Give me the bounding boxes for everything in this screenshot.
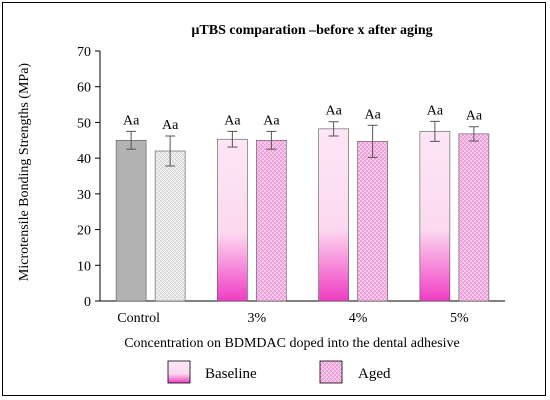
y-tick-label: 40 <box>77 152 91 167</box>
y-tick-label: 10 <box>77 259 91 274</box>
data-label: Aa <box>162 118 179 133</box>
bar-baseline-5pct <box>419 131 451 302</box>
legend: Baseline Aged <box>167 360 391 384</box>
y-tick-label: 70 <box>77 45 91 60</box>
bar-baseline-4pct <box>318 128 349 302</box>
bar-aged-5pct <box>458 133 490 302</box>
data-label: Aa <box>325 104 342 119</box>
chart-title: µTBS comparation –before x after aging <box>191 23 432 38</box>
bar-baseline-control <box>115 139 147 302</box>
bar-aged-control <box>154 150 186 302</box>
bar-baseline-3pct <box>217 138 248 302</box>
data-label: Aa <box>263 113 280 128</box>
data-label: Aa <box>364 107 381 122</box>
y-tick-label: 20 <box>77 224 91 239</box>
x-tick-label: 4% <box>349 311 368 326</box>
x-tick-label: Control <box>117 311 160 326</box>
legend-label-baseline: Baseline <box>205 366 257 382</box>
data-label: Aa <box>427 103 444 118</box>
legend-swatch-aged <box>319 360 343 384</box>
x-axis-label: Concentration on BDMDAC doped into the d… <box>124 336 460 351</box>
legend-label-aged: Aged <box>358 366 391 382</box>
bar-aged-3pct <box>256 139 287 302</box>
y-tick-label: 60 <box>77 81 91 96</box>
data-label: Aa <box>224 113 241 128</box>
bar-aged-4pct <box>357 141 388 302</box>
legend-swatch-baseline <box>167 360 191 384</box>
data-label: Aa <box>123 113 140 128</box>
y-tick-label: 50 <box>77 116 91 131</box>
y-tick-label: 30 <box>77 188 91 203</box>
x-tick-label: 3% <box>248 311 267 326</box>
y-tick-label: 0 <box>84 295 91 310</box>
y-axis-label: Microtensile Bonding Strengths (MPa) <box>17 63 32 281</box>
x-tick-label: 5% <box>450 311 469 326</box>
data-label: Aa <box>466 109 483 124</box>
